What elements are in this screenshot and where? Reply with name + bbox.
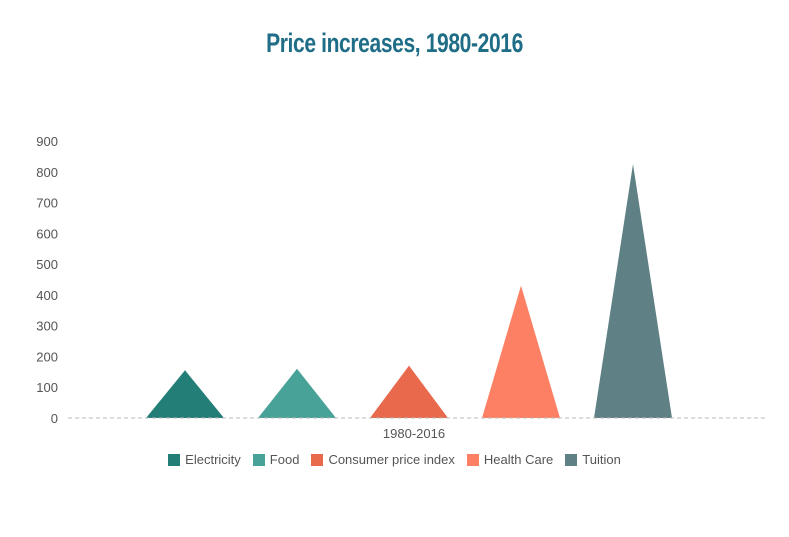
legend-label: Consumer price index	[328, 452, 455, 467]
y-tick-label: 900	[36, 134, 58, 149]
y-tick-label: 500	[36, 257, 58, 272]
y-tick-label: 400	[36, 288, 58, 303]
legend-item[interactable]: Health Care	[466, 452, 554, 467]
x-axis: 1980-2016	[383, 426, 445, 441]
chart-title: Price increases, 1980-2016	[266, 28, 523, 58]
bar-mark[interactable]	[146, 370, 224, 418]
legend-label: Electricity	[185, 452, 241, 467]
legend-item[interactable]: Tuition	[565, 452, 621, 467]
y-tick-label: 800	[36, 165, 58, 180]
legend-item[interactable]: Electricity	[168, 452, 241, 467]
legend-swatch	[168, 453, 181, 466]
x-tick-label: 1980-2016	[383, 426, 445, 441]
y-tick-label: 700	[36, 196, 58, 211]
legend-label: Tuition	[582, 452, 621, 467]
y-tick-label: 0	[51, 411, 58, 426]
y-tick-label: 100	[36, 380, 58, 395]
bar-mark[interactable]	[370, 365, 448, 418]
legend-item[interactable]: Consumer price index	[311, 452, 455, 467]
legend-swatch	[466, 453, 479, 466]
legend-label: Health Care	[483, 452, 554, 467]
y-tick-label: 200	[36, 349, 58, 364]
legend-swatch	[565, 453, 578, 466]
bar-mark[interactable]	[594, 164, 672, 418]
bar-mark[interactable]	[482, 285, 560, 418]
y-tick-label: 300	[36, 319, 58, 334]
y-tick-label: 600	[36, 226, 58, 241]
chart-legend: Electricity Food Consumer price index Healt…	[0, 452, 789, 467]
bar-mark[interactable]	[258, 368, 336, 418]
y-axis: 0 100 200 300 400 500 600 700 800 900	[36, 134, 58, 426]
legend-item[interactable]: Food	[252, 452, 300, 467]
legend-swatch	[311, 453, 324, 466]
chart-marks	[146, 164, 672, 418]
legend-label: Food	[269, 452, 300, 467]
legend-swatch	[252, 453, 265, 466]
